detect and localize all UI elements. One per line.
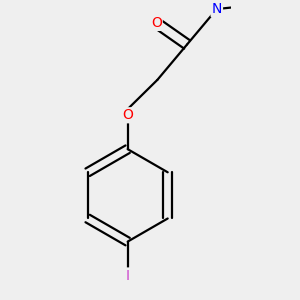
Text: I: I [126, 268, 130, 283]
Text: O: O [151, 16, 162, 30]
Text: O: O [122, 108, 133, 122]
Text: N: N [212, 2, 222, 16]
